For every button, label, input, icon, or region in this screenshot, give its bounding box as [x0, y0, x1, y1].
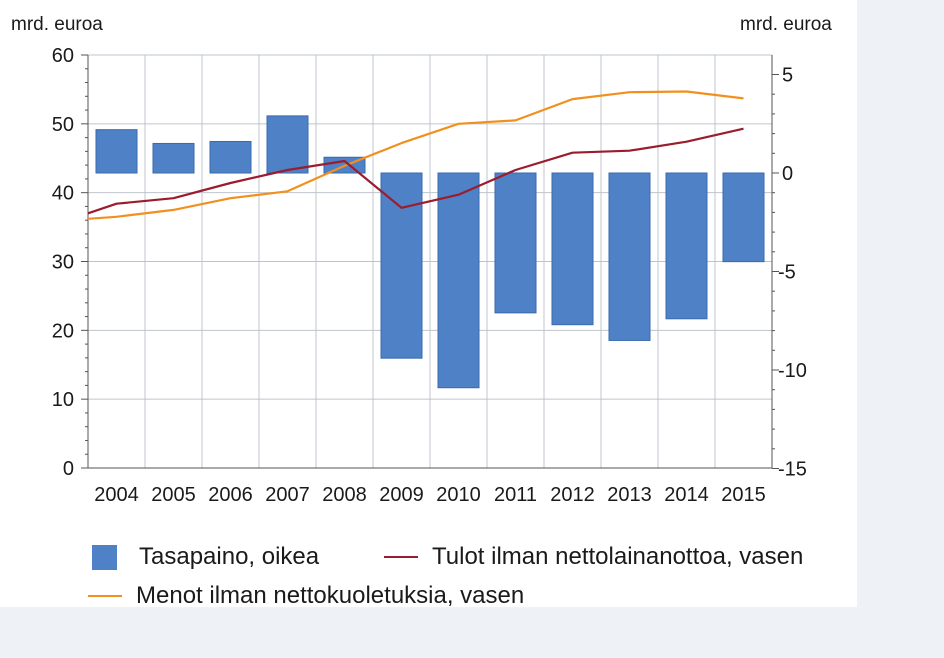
- balance-bar: [665, 172, 708, 320]
- left-tick-label: 20: [52, 320, 74, 342]
- balance-bar: [437, 172, 480, 389]
- x-tick-label: 2014: [664, 484, 709, 506]
- balance-bar: [209, 140, 252, 174]
- balance-bar: [722, 172, 765, 263]
- expenditure-line: [87, 90, 744, 220]
- x-tick-label: 2015: [721, 484, 766, 506]
- left-tick-label: 40: [52, 183, 74, 205]
- x-tick-label: 2013: [607, 484, 652, 506]
- legend-item-expenditure: Menot ilman nettokuoletuksia, vasen: [88, 582, 524, 610]
- legend-label-balance: Tasapaino, oikea: [139, 543, 320, 570]
- left-tick-label: 0: [63, 458, 74, 480]
- balance-bar: [494, 172, 537, 314]
- chart-plot: 0 10 20 30 40 50 60 -15 -10 -5 0 5 2004 2005 2006 2007 2…: [52, 45, 807, 506]
- right-tick-label: -15: [778, 459, 807, 481]
- balance-bar: [380, 172, 423, 359]
- left-tick-label: 10: [52, 389, 74, 411]
- legend-swatch-expenditure: [88, 595, 122, 597]
- x-tick-label: 2008: [322, 484, 367, 506]
- right-tick-label: 5: [782, 65, 793, 87]
- right-tick-label: -5: [778, 262, 796, 284]
- legend-item-revenue: Tulot ilman nettolainanottoa, vasen: [384, 543, 803, 571]
- x-tick-label: 2012: [550, 484, 595, 506]
- legend-label-expenditure: Menot ilman nettokuoletuksia, vasen: [136, 582, 525, 609]
- balance-bar: [152, 142, 195, 174]
- left-axis-unit: mrd. euroa: [11, 14, 103, 35]
- balance-bar: [608, 172, 651, 341]
- balance-bar: [95, 129, 138, 174]
- left-tick-label: 50: [52, 114, 74, 136]
- x-tick-label: 2010: [436, 484, 481, 506]
- balance-bar: [551, 172, 594, 326]
- x-tick-label: 2009: [379, 484, 424, 506]
- left-tick-label: 30: [52, 252, 74, 274]
- legend-swatch-revenue: [384, 556, 418, 558]
- right-tick-label: -10: [778, 360, 807, 382]
- right-axis-unit: mrd. euroa: [740, 14, 832, 35]
- x-tick-label: 2006: [208, 484, 253, 506]
- legend-item-balance: Tasapaino, oikea: [92, 543, 319, 571]
- left-tick-label: 60: [52, 45, 74, 67]
- balance-bar: [266, 115, 309, 174]
- revenue-line: [87, 127, 744, 215]
- x-tick-label: 2004: [94, 484, 139, 506]
- right-tick-label: 0: [782, 163, 793, 185]
- legend-label-revenue: Tulot ilman nettolainanottoa, vasen: [432, 543, 804, 570]
- x-tick-label: 2007: [265, 484, 310, 506]
- x-tick-label: 2005: [151, 484, 196, 506]
- legend-swatch-balance: [92, 544, 117, 570]
- chart-panel: mrd. euroa mrd. euroa 0 10 20 30 40 50 60 -15 -1…: [0, 0, 857, 610]
- x-tick-label: 2011: [494, 484, 537, 506]
